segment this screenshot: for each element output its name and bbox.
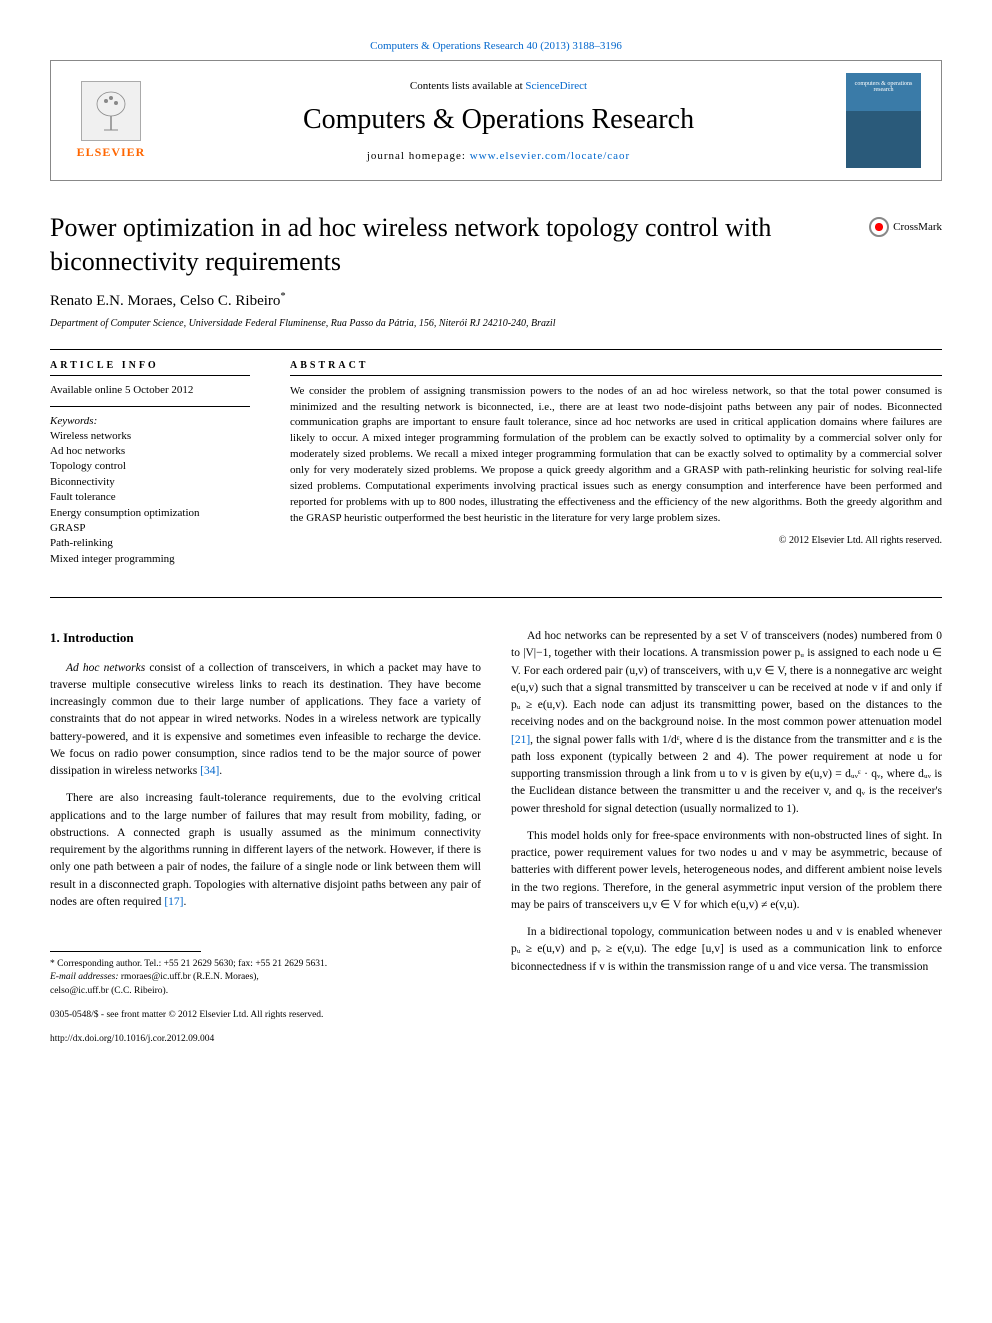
- section-1-heading: 1. Introduction: [50, 628, 481, 648]
- keyword: Energy consumption optimization: [50, 506, 250, 521]
- body-columns: 1. Introduction Ad hoc networks consist …: [50, 628, 942, 1046]
- keyword: GRASP: [50, 521, 250, 536]
- email-1: rmoraes@ic.uff.br (R.E.N. Moraes),: [121, 972, 259, 982]
- info-divider-1: [50, 375, 250, 376]
- journal-info-block: Contents lists available at ScienceDirec…: [171, 80, 826, 162]
- divider-top: [50, 349, 942, 350]
- p2-text: There are also increasing fault-toleranc…: [50, 792, 481, 908]
- issn-line: 0305-0548/$ - see front matter © 2012 El…: [50, 1008, 481, 1022]
- p3a-text: Ad hoc networks can be represented by a …: [511, 630, 942, 728]
- info-abstract-row: ARTICLE INFO Available online 5 October …: [50, 360, 942, 568]
- corresponding-mark: *: [280, 291, 285, 302]
- homepage-label: journal homepage:: [367, 150, 470, 162]
- journal-header: ELSEVIER Contents lists available at Sci…: [50, 60, 942, 181]
- sciencedirect-link[interactable]: ScienceDirect: [525, 80, 587, 92]
- crossmark-badge[interactable]: CrossMark: [869, 217, 942, 237]
- body-paragraph: This model holds only for free-space env…: [511, 828, 942, 914]
- abstract-col: ABSTRACT We consider the problem of assi…: [290, 360, 942, 568]
- body-col-left: 1. Introduction Ad hoc networks consist …: [50, 628, 481, 1046]
- article-info-col: ARTICLE INFO Available online 5 October …: [50, 360, 250, 568]
- body-paragraph: In a bidirectional topology, communicati…: [511, 924, 942, 976]
- contents-text: Contents lists available at: [410, 80, 525, 92]
- keyword: Mixed integer programming: [50, 552, 250, 567]
- online-date: Available online 5 October 2012: [50, 384, 250, 396]
- p2-end: .: [183, 896, 186, 908]
- affiliation: Department of Computer Science, Universi…: [50, 318, 942, 329]
- elsevier-logo[interactable]: ELSEVIER: [71, 76, 151, 166]
- keywords-label: Keywords:: [50, 415, 250, 427]
- ref-21-link[interactable]: [21]: [511, 734, 530, 746]
- homepage-link[interactable]: www.elsevier.com/locate/caor: [470, 150, 630, 162]
- body-paragraph: Ad hoc networks consist of a collection …: [50, 660, 481, 781]
- abstract-divider: [290, 375, 942, 376]
- crossmark-label: CrossMark: [893, 221, 942, 233]
- emails-footnote: E-mail addresses: rmoraes@ic.uff.br (R.E…: [50, 971, 481, 984]
- abstract-text: We consider the problem of assigning tra…: [290, 384, 942, 527]
- authors: Renato E.N. Moraes, Celso C. Ribeiro*: [50, 291, 942, 310]
- journal-cover-thumbnail[interactable]: computers & operations research: [846, 73, 921, 168]
- abstract-label: ABSTRACT: [290, 360, 942, 371]
- title-row: Power optimization in ad hoc wireless ne…: [50, 211, 942, 279]
- p3b-text: , the signal power falls with 1/dᵋ, wher…: [511, 734, 942, 815]
- journal-citation-link[interactable]: Computers & Operations Research 40 (2013…: [50, 40, 942, 52]
- body-paragraph: Ad hoc networks can be represented by a …: [511, 628, 942, 818]
- keyword: Fault tolerance: [50, 490, 250, 505]
- p1-lead: Ad hoc networks: [66, 662, 145, 674]
- elsevier-tree-icon: [81, 81, 141, 141]
- corresponding-author-footnote: * Corresponding author. Tel.: +55 21 262…: [50, 958, 481, 971]
- emails-label: E-mail addresses:: [50, 972, 121, 982]
- keyword: Wireless networks: [50, 429, 250, 444]
- keyword: Ad hoc networks: [50, 444, 250, 459]
- ref-17-link[interactable]: [17]: [164, 896, 183, 908]
- crossmark-icon: [869, 217, 889, 237]
- info-divider-2: [50, 406, 250, 407]
- p1-end: .: [219, 765, 222, 777]
- abstract-copyright: © 2012 Elsevier Ltd. All rights reserved…: [290, 535, 942, 546]
- p1-text: consist of a collection of transceivers,…: [50, 662, 481, 778]
- author-names: Renato E.N. Moraes, Celso C. Ribeiro: [50, 293, 280, 309]
- email-2: celso@ic.uff.br (C.C. Ribeiro).: [50, 985, 481, 998]
- ref-34-link[interactable]: [34]: [200, 765, 219, 777]
- article-title: Power optimization in ad hoc wireless ne…: [50, 211, 849, 279]
- contents-available: Contents lists available at ScienceDirec…: [171, 80, 826, 92]
- journal-name: Computers & Operations Research: [171, 104, 826, 136]
- keyword: Path-relinking: [50, 536, 250, 551]
- keyword: Biconnectivity: [50, 475, 250, 490]
- body-col-right: Ad hoc networks can be represented by a …: [511, 628, 942, 1046]
- footnote-divider: [50, 951, 201, 952]
- elsevier-label: ELSEVIER: [77, 145, 146, 160]
- journal-homepage: journal homepage: www.elsevier.com/locat…: [171, 150, 826, 162]
- keyword: Topology control: [50, 459, 250, 474]
- divider-bottom: [50, 597, 942, 598]
- doi-link[interactable]: http://dx.doi.org/10.1016/j.cor.2012.09.…: [50, 1032, 481, 1046]
- body-paragraph: There are also increasing fault-toleranc…: [50, 790, 481, 911]
- article-info-label: ARTICLE INFO: [50, 360, 250, 371]
- cover-title-text: computers & operations research: [846, 81, 921, 93]
